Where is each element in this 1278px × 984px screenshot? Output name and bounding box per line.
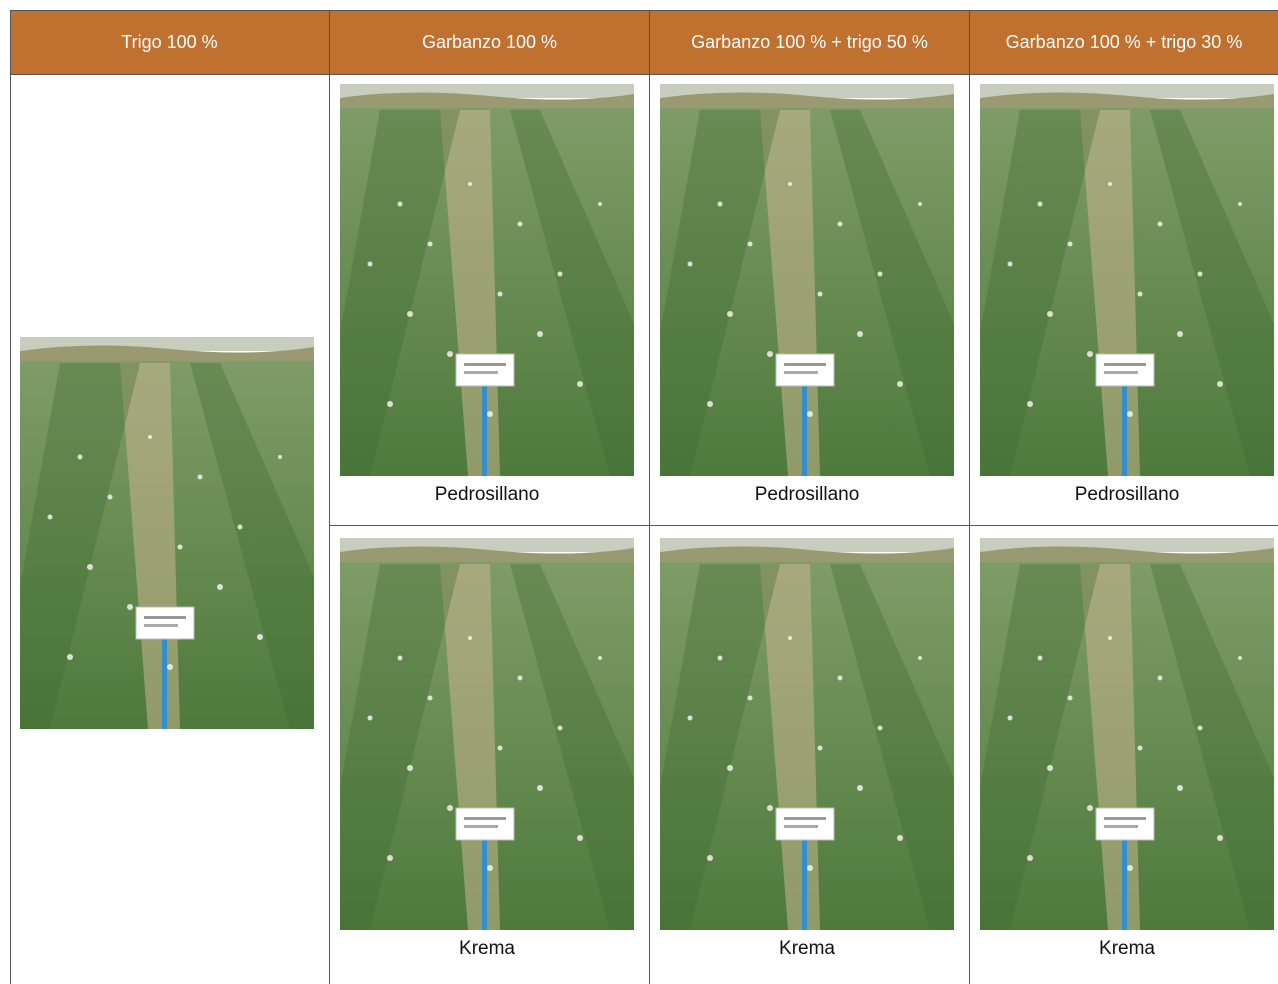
- table-header-row: [10, 10, 1278, 74]
- wheat-plot-photo: [20, 337, 314, 729]
- grid-line: [649, 10, 650, 984]
- grid-line: [10, 10, 11, 984]
- caption-krema: Krema: [1099, 938, 1155, 959]
- caption-krema: Krema: [459, 938, 515, 959]
- grid-line: [329, 10, 330, 984]
- grid-line: [10, 74, 1278, 75]
- caption-pedrosillano: Pedrosillano: [1074, 484, 1180, 505]
- chickpea-wheat-30-krema-photo: [980, 538, 1274, 930]
- chickpea-wheat-30-pedrosillano-photo: [980, 84, 1274, 476]
- caption-pedrosillano: Pedrosillano: [434, 484, 540, 505]
- caption-krema: Krema: [779, 938, 835, 959]
- header-garbanzo-trigo-30: Garbanzo 100 % + trigo 30 %: [1005, 31, 1243, 52]
- chickpea-krema-photo: [340, 538, 634, 930]
- grid-line: [969, 10, 970, 984]
- grid-line: [10, 10, 1278, 11]
- caption-pedrosillano: Pedrosillano: [754, 484, 860, 505]
- header-garbanzo-trigo-50: Garbanzo 100 % + trigo 50 %: [691, 31, 928, 52]
- grid-line: [330, 525, 1278, 526]
- chickpea-wheat-50-pedrosillano-photo: [660, 84, 954, 476]
- header-garbanzo: Garbanzo 100 %: [421, 31, 558, 52]
- chickpea-pedrosillano-photo: [340, 84, 634, 476]
- chickpea-wheat-50-krema-photo: [660, 538, 954, 930]
- header-trigo: Trigo 100 %: [121, 31, 218, 52]
